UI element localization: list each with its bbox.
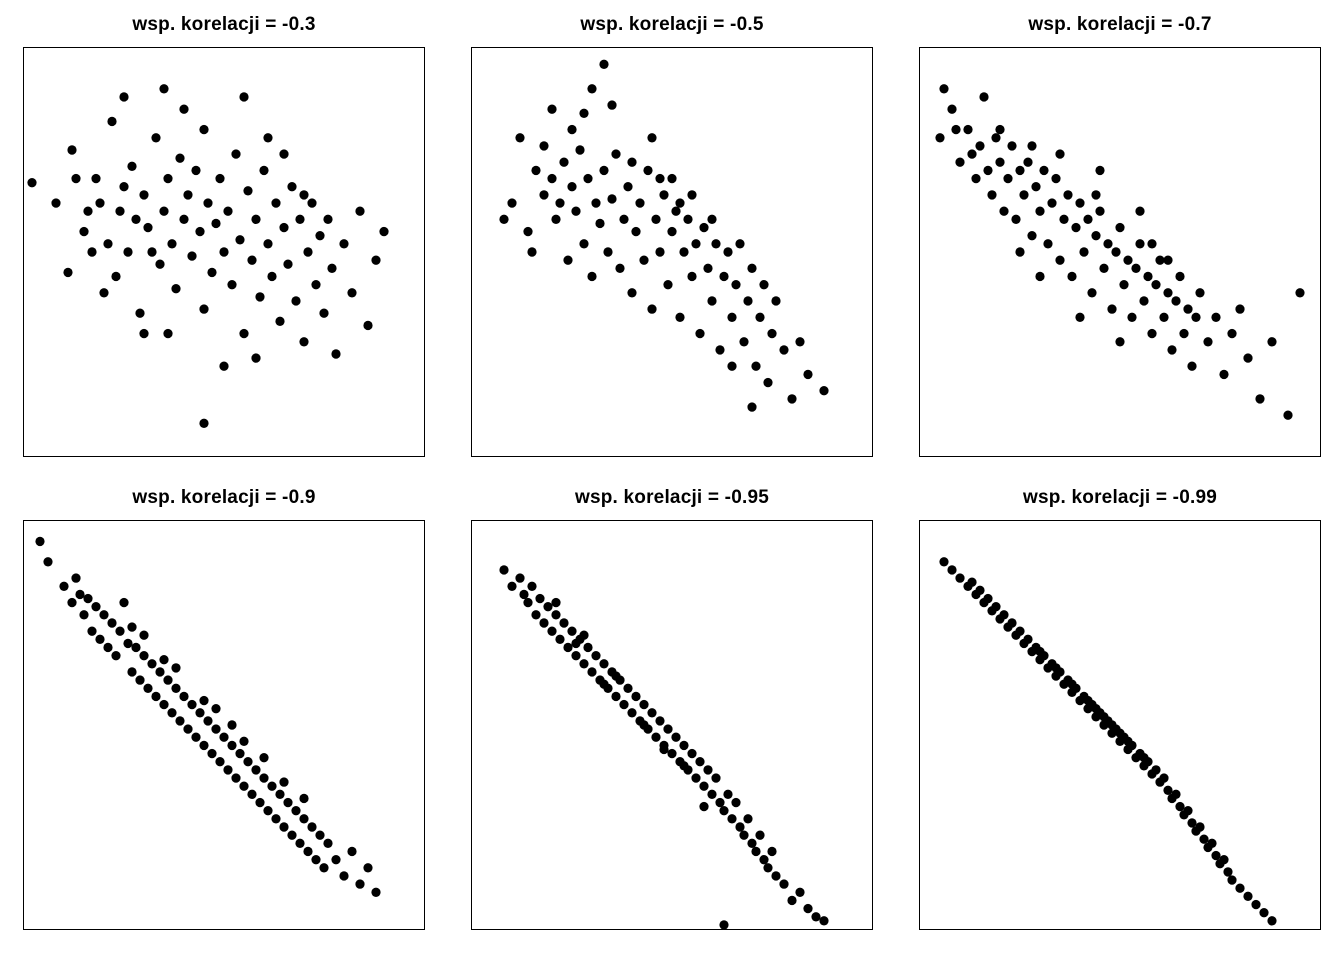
scatter-plot-grid: wsp. korelacji = -0.3 wsp. korelacji = -…: [23, 6, 1321, 930]
panel-title-corr-05: wsp. korelacji = -0.5: [580, 14, 764, 35]
panel-title-corr-099: wsp. korelacji = -0.99: [1023, 487, 1217, 508]
panel-corr-099: wsp. korelacji = -0.99: [919, 479, 1321, 930]
scatter-plot-corr-095: [499, 565, 829, 929]
panel-title-corr-03: wsp. korelacji = -0.3: [132, 14, 316, 35]
plot-box-corr-09: [23, 520, 425, 930]
scatter-plot-corr-05: [499, 59, 829, 412]
scatter-plot-corr-07: [935, 84, 1305, 420]
plot-box-corr-03: [23, 47, 425, 457]
scatter-plot-corr-099: [939, 557, 1277, 926]
plot-box-corr-095: [471, 520, 873, 930]
panel-corr-09: wsp. korelacji = -0.9: [23, 479, 425, 930]
panel-corr-05: wsp. korelacji = -0.5: [471, 6, 873, 457]
plot-box-corr-05: [471, 47, 873, 457]
panel-title-corr-07: wsp. korelacji = -0.7: [1028, 14, 1212, 35]
plot-box-corr-07: [919, 47, 1321, 457]
panel-corr-03: wsp. korelacji = -0.3: [23, 6, 425, 457]
panel-title-corr-095: wsp. korelacji = -0.95: [575, 487, 769, 508]
panel-corr-07: wsp. korelacji = -0.7: [919, 6, 1321, 457]
scatter-plot-corr-03: [27, 84, 389, 429]
plot-box-corr-099: [919, 520, 1321, 930]
panel-title-corr-09: wsp. korelacji = -0.9: [132, 487, 316, 508]
scatter-plot-corr-09: [35, 536, 381, 897]
panel-corr-095: wsp. korelacji = -0.95: [471, 479, 873, 930]
